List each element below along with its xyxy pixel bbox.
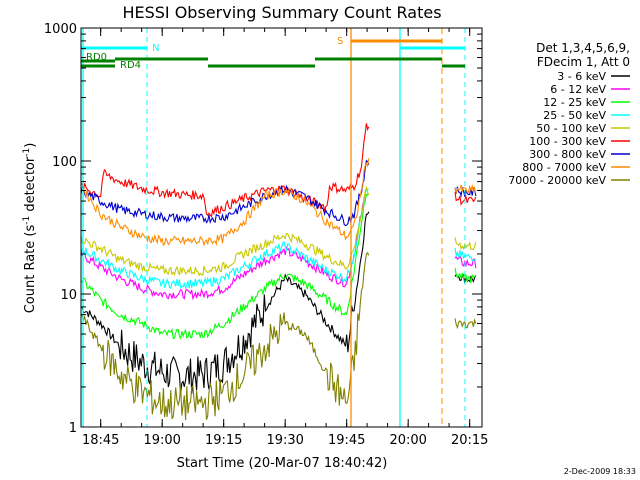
x-tick-label-5: 20:00 — [389, 433, 426, 448]
chart-title: HESSI Observing Summary Count Rates — [122, 3, 441, 22]
y-axis-label: Count Rate (s-1 detector-1) — [22, 143, 38, 314]
series-line-8-part-0 — [80, 252, 370, 421]
y-axis-label-mid: detector — [23, 156, 38, 216]
x-axis-label: Start Time (20-Mar-07 18:40:42) — [177, 456, 388, 471]
annotation-label-n: N — [152, 43, 159, 54]
y-axis-label-sup2: -1 — [22, 148, 32, 157]
legend-label-4: 50 - 100 keV — [536, 122, 606, 135]
series-line-7-part-1 — [454, 183, 477, 195]
legend-header-1: Det 1,3,4,5,6,9, — [536, 41, 630, 55]
series-line-0-part-0 — [80, 211, 370, 394]
x-tick-label-3: 19:30 — [266, 433, 303, 448]
series-line-3-part-0 — [80, 186, 369, 290]
x-tick-label-1: 19:00 — [143, 433, 180, 448]
legend-label-2: 12 - 25 keV — [543, 96, 606, 109]
y-tick-label-3: 1000 — [44, 22, 77, 37]
annotation-label-rd0: RD0 — [86, 52, 107, 63]
series-line-5-part-0 — [80, 123, 370, 218]
legend-label-3: 25 - 50 keV — [543, 109, 606, 122]
x-tick-label-2: 19:15 — [205, 433, 242, 448]
series-line-2-part-0 — [80, 193, 370, 340]
series-line-6-part-0 — [80, 159, 370, 227]
annotation-label-rd4: RD4 — [120, 60, 141, 71]
series-line-1-part-0 — [80, 193, 370, 301]
x-axis-ticks: 18:45 19:00 19:15 19:30 19:45 20:00 20:15 — [82, 28, 488, 448]
legend-label-5: 100 - 300 keV — [529, 135, 606, 148]
series-line-8-part-1 — [454, 317, 477, 330]
y-axis-label-sup1: -1 — [22, 216, 32, 225]
footer-date: 2-Dec-2009 18:33 — [564, 467, 636, 476]
legend-label-1: 6 - 12 keV — [550, 83, 606, 96]
legend-header-2: FDecim 1, Att 0 — [537, 55, 630, 69]
plot-frame — [80, 27, 483, 428]
x-tick-label-6: 20:15 — [451, 433, 488, 448]
annotation-label-s: S — [337, 36, 343, 47]
series-layer — [80, 123, 477, 421]
y-tick-label-2: 100 — [52, 155, 77, 170]
legend-label-0: 3 - 6 keV — [557, 70, 606, 83]
y-tick-label-1: 10 — [60, 288, 77, 303]
x-tick-label-4: 19:45 — [328, 433, 365, 448]
y-tick-label-0: 1 — [69, 421, 77, 436]
annotation-layer: N S RD0 RD4 — [81, 28, 466, 427]
y-axis-label-main: Count Rate (s — [23, 225, 38, 314]
y-axis-label-end: ) — [23, 143, 38, 148]
legend-label-6: 300 - 800 keV — [529, 148, 606, 161]
series-line-4-part-0 — [80, 185, 370, 277]
legend-label-8: 7000 - 20000 keV — [508, 174, 606, 187]
series-line-5-part-1 — [454, 192, 477, 206]
x-tick-label-0: 18:45 — [82, 433, 119, 448]
y-axis-ticks: 1 10 100 1000 — [44, 22, 482, 436]
series-line-7-part-0 — [80, 158, 370, 247]
legend-label-7: 800 - 7000 keV — [522, 161, 606, 174]
legend: Det 1,3,4,5,6,9, FDecim 1, Att 0 3 - 6 k… — [508, 41, 630, 187]
